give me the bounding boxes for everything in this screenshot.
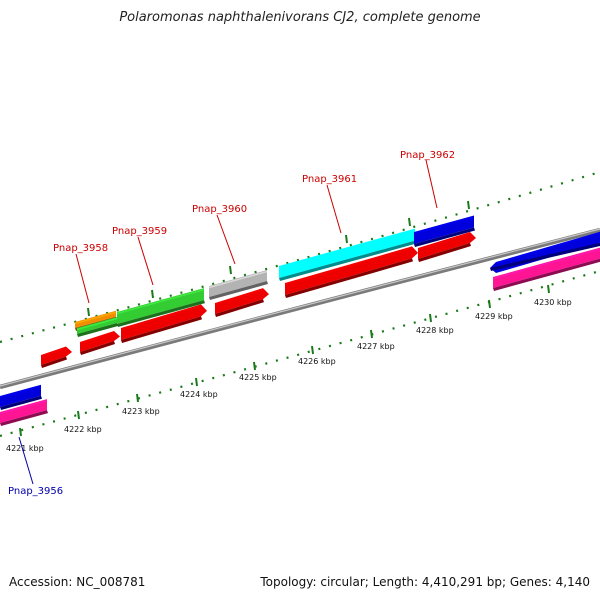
gene-feature-red-6 [417, 232, 476, 262]
gene-label-pnap-3961: Pnap_3961 [302, 174, 357, 185]
tick-label-4230: 4230 kbp [534, 298, 572, 307]
gene-label-pnap-3956: Pnap_3956 [8, 486, 63, 497]
gene-features [0, 215, 600, 426]
outer-major-tick-3 [345, 234, 348, 244]
gene-feature-magenta-2 [492, 247, 600, 291]
inner-major-tick-2 [136, 393, 139, 403]
gene-feature-blue-2 [0, 384, 42, 410]
gene-label-pnap-3958: Pnap_3958 [53, 243, 108, 254]
tick-label-4224: 4224 kbp [180, 390, 218, 399]
outer-major-tick-0 [87, 307, 90, 317]
tick-label-4225: 4225 kbp [239, 373, 277, 382]
inner-dotted-ring [0, 269, 600, 438]
gene-feature-gray-1 [208, 270, 268, 300]
gene-feature-red-5 [284, 246, 418, 298]
inner-major-tick-0 [19, 427, 22, 437]
tick-label-4222: 4222 kbp [64, 425, 102, 434]
inner-major-tick-8 [488, 299, 491, 309]
gene-label-pnap-3959: Pnap_3959 [112, 226, 167, 237]
gene-feature-red-1 [40, 346, 72, 368]
gene-feature-red-3 [120, 304, 207, 343]
accession-text: Accession: NC_008781 [9, 575, 146, 589]
gene-feature-green-2 [116, 288, 205, 327]
tick-label-4227: 4227 kbp [357, 342, 395, 351]
outer-major-tick-5 [467, 200, 470, 210]
outer-major-tick-4 [408, 217, 411, 227]
kbp-tick-labels: 4221 kbp 4222 kbp 4223 kbp 4224 kbp 4225… [6, 298, 572, 453]
major-ticks [19, 200, 550, 437]
tick-label-4226: 4226 kbp [298, 357, 336, 366]
gene-feature-cyan-1 [278, 228, 416, 281]
gene-label-pnap-3960: Pnap_3960 [192, 204, 247, 215]
tick-label-4223: 4223 kbp [122, 407, 160, 416]
genome-summary-text: Topology: circular; Length: 4,410,291 bp… [260, 575, 590, 589]
tick-label-4221: 4221 kbp [6, 444, 44, 453]
outer-major-tick-2 [229, 265, 232, 275]
inner-major-tick-7 [429, 313, 432, 323]
inner-major-tick-1 [77, 410, 80, 420]
tick-label-4228: 4228 kbp [416, 326, 454, 335]
gene-feature-green-1 [76, 317, 118, 337]
map-title: Polaromonas naphthalenivorans CJ2, compl… [119, 10, 481, 25]
gene-feature-blue-3 [490, 231, 600, 273]
outer-major-tick-1 [151, 289, 154, 299]
inner-major-tick-9 [547, 284, 550, 294]
inner-major-tick-4 [253, 361, 256, 371]
gene-feature-red-4 [214, 288, 269, 317]
inner-major-tick-3 [195, 377, 198, 387]
gene-feature-blue-1 [413, 215, 475, 247]
gene-label-pnap-3962: Pnap_3962 [400, 150, 455, 161]
gene-feature-magenta-1 [0, 399, 48, 426]
inner-major-tick-5 [311, 345, 314, 355]
gene-feature-red-2 [79, 331, 120, 355]
genome-backbone [0, 227, 600, 390]
gene-labels: Pnap_3958 Pnap_3959 Pnap_3960 Pnap_3961 … [8, 150, 455, 497]
tick-label-4229: 4229 kbp [475, 312, 513, 321]
inner-major-tick-6 [370, 329, 373, 339]
